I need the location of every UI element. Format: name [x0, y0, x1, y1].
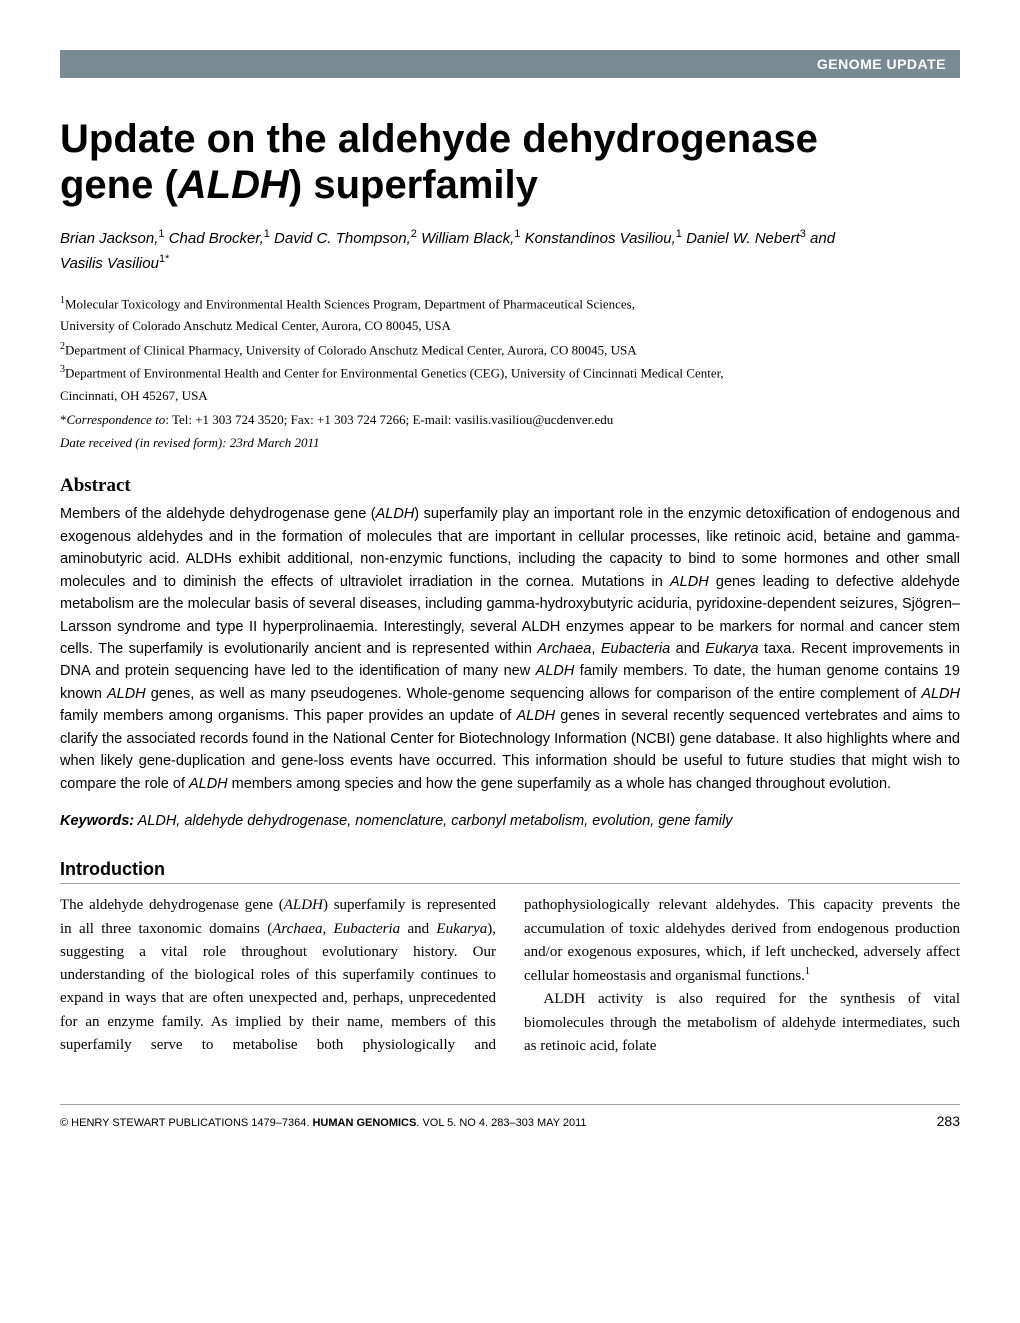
abs-h-it: ALDH	[921, 686, 960, 702]
abs-e: and	[670, 641, 705, 657]
affiliation-3: 3Department of Environmental Health and …	[60, 362, 960, 383]
abs-g-it: ALDH	[107, 686, 146, 702]
abs-j-it: ALDH	[189, 776, 228, 792]
section-label: GENOME UPDATE	[817, 56, 946, 72]
abs-i-it: ALDH	[516, 708, 555, 724]
aff1b-text: University of Colorado Anschutz Medical …	[60, 318, 451, 333]
abs-f-it: ALDH	[536, 663, 575, 679]
abs-e-it: Eukarya	[705, 641, 758, 657]
abs-i: family members among organisms. This pap…	[60, 708, 516, 724]
introduction-heading: Introduction	[60, 859, 960, 884]
author-7-sup: 1*	[159, 253, 169, 265]
footer-page-number: 283	[937, 1113, 960, 1129]
title-line2-a: gene (	[60, 163, 178, 207]
author-5-sup: 1	[676, 228, 682, 240]
abs-a-it: ALDH	[376, 506, 415, 522]
aff1-text: Molecular Toxicology and Environmental H…	[65, 296, 635, 311]
abs-d-it: Eubacteria	[601, 641, 670, 657]
abs-h: genes, as well as many pseudogenes. Whol…	[146, 686, 922, 702]
corr-text: : Tel: +1 303 724 3520; Fax: +1 303 724 …	[165, 412, 613, 427]
author-list: Brian Jackson,1 Chad Brocker,1 David C. …	[60, 226, 960, 275]
author-7: Vasilis Vasiliou	[60, 255, 159, 272]
footer-copyright: © HENRY STEWART PUBLICATIONS 1479–7364.	[60, 1117, 312, 1129]
title-line1: Update on the aldehyde dehydrogenase	[60, 117, 818, 161]
intro-a-it: ALDH	[284, 897, 323, 913]
intro-p2: ALDH activity is also required for the s…	[524, 988, 960, 1058]
title-italic: ALDH	[178, 163, 289, 207]
affiliation-1: 1Molecular Toxicology and Environmental …	[60, 293, 960, 314]
affiliations: 1Molecular Toxicology and Environmental …	[60, 293, 960, 406]
keywords-label: Keywords:	[60, 813, 134, 829]
author-1-sup: 1	[158, 228, 164, 240]
author-2: Chad Brocker,	[169, 230, 264, 247]
abs-d: ,	[591, 641, 600, 657]
author-and: and	[806, 230, 835, 247]
keywords: Keywords: ALDH, aldehyde dehydrogenase, …	[60, 813, 960, 829]
author-5: Konstandinos Vasiliou,	[525, 230, 676, 247]
abs-a: Members of the aldehyde dehydrogenase ge…	[60, 506, 376, 522]
page-container: GENOME UPDATE Update on the aldehyde deh…	[0, 0, 1020, 1159]
intro-b-it1: Archaea	[272, 921, 322, 937]
author-6: Daniel W. Nebert	[686, 230, 800, 247]
author-4: William Black,	[421, 230, 514, 247]
introduction-body: The aldehyde dehydrogenase gene (ALDH) s…	[60, 894, 960, 1058]
intro-d: and	[400, 921, 436, 937]
footer-journal: HUMAN GENOMICS	[312, 1117, 416, 1129]
affiliation-2: 2Department of Clinical Pharmacy, Univer…	[60, 339, 960, 360]
page-footer: © HENRY STEWART PUBLICATIONS 1479–7364. …	[60, 1104, 960, 1129]
aff3b-text: Cincinnati, OH 45267, USA	[60, 388, 208, 403]
intro-c-it: Eubacteria	[334, 921, 401, 937]
author-3-sup: 2	[411, 228, 417, 240]
article-title: Update on the aldehyde dehydrogenase gen…	[60, 116, 960, 208]
intro-d-it: Eukarya	[436, 921, 487, 937]
footer-issue: . VOL 5. NO 4. 283–303 MAY 2011	[416, 1117, 586, 1129]
title-line2-b: ) superfamily	[289, 163, 538, 207]
intro-c: ,	[322, 921, 333, 937]
section-header-bar: GENOME UPDATE	[60, 50, 960, 78]
author-1: Brian Jackson,	[60, 230, 158, 247]
keywords-text: ALDH, aldehyde dehydrogenase, nomenclatu…	[134, 813, 732, 829]
affiliation-3b: Cincinnati, OH 45267, USA	[60, 386, 960, 406]
abstract-heading: Abstract	[60, 475, 960, 497]
intro-a: The aldehyde dehydrogenase gene (	[60, 897, 284, 913]
aff2-text: Department of Clinical Pharmacy, Univers…	[65, 342, 637, 357]
author-3: David C. Thompson,	[274, 230, 411, 247]
aff3-text: Department of Environmental Health and C…	[65, 365, 724, 380]
correspondence: *Correspondence to: Tel: +1 303 724 3520…	[60, 410, 960, 430]
abs-c-it1: Archaea	[537, 641, 591, 657]
intro-ref1: 1	[805, 966, 810, 977]
author-2-sup: 1	[264, 228, 270, 240]
corr-label: Correspondence to	[67, 412, 166, 427]
affiliation-1b: University of Colorado Anschutz Medical …	[60, 316, 960, 336]
abs-k: members among species and how the gene s…	[228, 776, 891, 792]
author-4-sup: 1	[514, 228, 520, 240]
abstract-body: Members of the aldehyde dehydrogenase ge…	[60, 503, 960, 795]
date-received: Date received (in revised form): 23rd Ma…	[60, 435, 960, 451]
footer-left: © HENRY STEWART PUBLICATIONS 1479–7364. …	[60, 1117, 587, 1129]
abs-b-it: ALDH	[670, 574, 709, 590]
